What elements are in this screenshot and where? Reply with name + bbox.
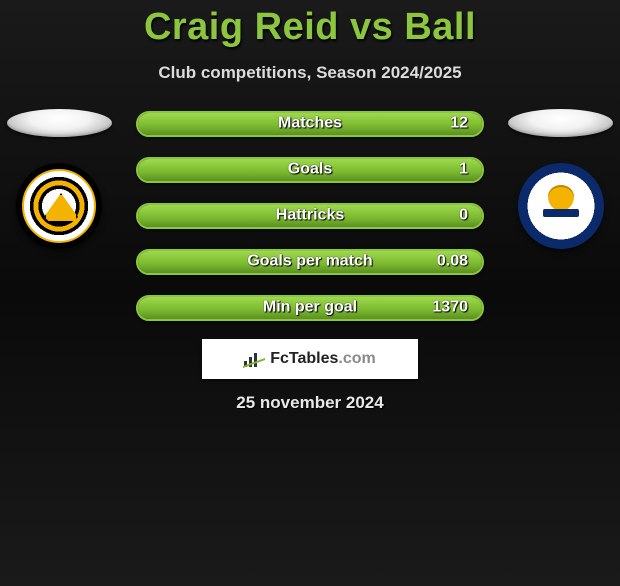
stat-label: Goals per match <box>247 253 372 271</box>
right-player-marker <box>508 109 613 137</box>
snapshot-date: 25 november 2024 <box>0 393 620 413</box>
stat-row-min-per-goal: Min per goal 1370 <box>136 295 484 321</box>
right-club-badge <box>518 163 604 249</box>
stat-value: 0.08 <box>437 253 468 271</box>
stat-value: 12 <box>450 115 468 133</box>
watermark-text: FcTables.com <box>270 350 376 368</box>
subtitle: Club competitions, Season 2024/2025 <box>0 63 620 83</box>
left-club-badge <box>16 163 102 249</box>
stat-label: Goals <box>288 161 332 179</box>
stat-row-matches: Matches 12 <box>136 111 484 137</box>
stat-value: 0 <box>459 207 468 225</box>
chart-icon <box>244 351 264 367</box>
stat-value: 1370 <box>432 299 468 317</box>
stat-label: Matches <box>278 115 342 133</box>
left-player-marker <box>7 109 112 137</box>
stat-bars: Matches 12 Goals 1 Hattricks 0 Goals per… <box>136 111 484 341</box>
stat-label: Hattricks <box>276 207 344 225</box>
page-title: Craig Reid vs Ball <box>0 6 620 49</box>
stat-label: Min per goal <box>263 299 357 317</box>
stat-row-goals-per-match: Goals per match 0.08 <box>136 249 484 275</box>
stat-row-goals: Goals 1 <box>136 157 484 183</box>
fctables-watermark: FcTables.com <box>202 339 418 379</box>
stat-value: 1 <box>459 161 468 179</box>
stat-row-hattricks: Hattricks 0 <box>136 203 484 229</box>
